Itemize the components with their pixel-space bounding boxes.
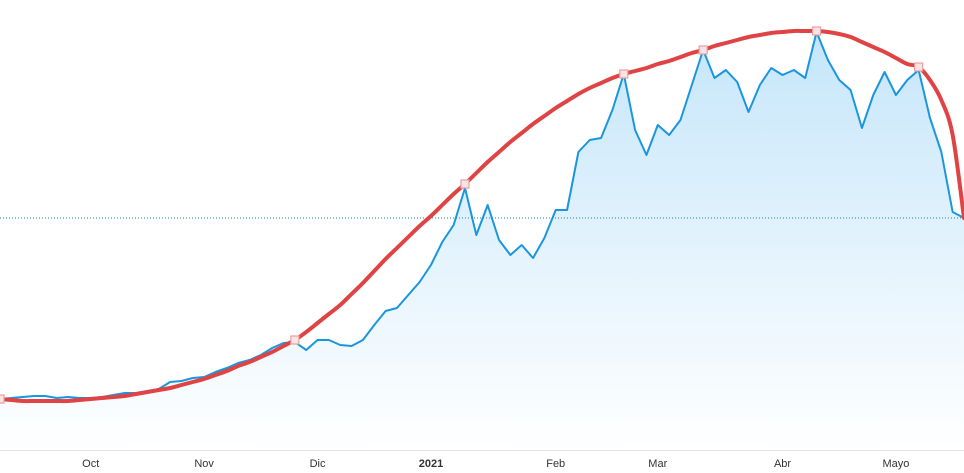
- x-tick-label: Feb: [546, 458, 565, 470]
- area-fill: [0, 32, 964, 450]
- x-tick-label: 2021: [419, 458, 443, 470]
- x-tick-label: Dic: [310, 458, 326, 470]
- x-tick-label: Abr: [774, 458, 791, 470]
- trend-curve: [0, 28, 964, 404]
- anchor-marker: [460, 179, 470, 189]
- anchor-marker: [698, 45, 708, 55]
- x-tick-label: Oct: [82, 458, 99, 470]
- anchor-marker: [811, 26, 822, 36]
- x-tick-label: Mayo: [882, 458, 909, 470]
- anchor-marker: [290, 335, 300, 345]
- anchor-marker: [619, 69, 629, 79]
- anchor-marker: [914, 62, 924, 72]
- x-tick-label: Mar: [648, 458, 667, 470]
- anchor-marker: [0, 394, 5, 404]
- x-tick-label: Nov: [194, 458, 214, 470]
